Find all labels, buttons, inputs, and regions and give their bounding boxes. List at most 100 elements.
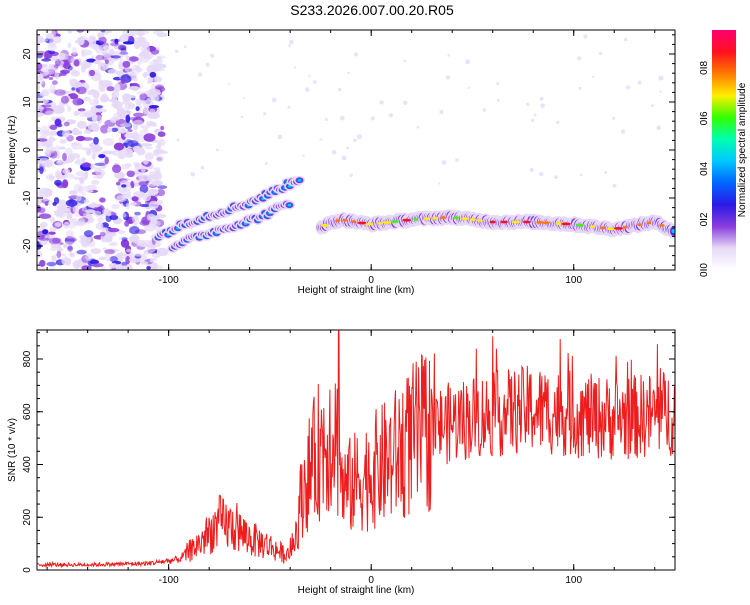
heatmap-cell [432,216,438,220]
snr-panel: -100 0 100 0 200 400 600 800 Height of straight… [7,329,676,596]
colorbar: 0.0 0.2 0.4 0.6 0.8 Normalized spectral ampl… [699,30,748,277]
heatmap-cell [113,112,122,121]
heatmap-cell [154,84,165,90]
heatmap-cell [151,252,161,259]
heatmap-cell [157,131,166,137]
heatmap-cell [52,80,58,85]
heatmap-cell [80,147,91,151]
heatmap-cell [175,49,179,54]
heatmap-cell [58,146,66,150]
heatmap-cell [86,58,96,63]
heatmap-cell [319,138,322,141]
heatmap-cell [102,52,111,57]
heatmap-cell [67,42,72,49]
heatmap-cell [152,79,160,83]
heatmap-cell [227,83,230,86]
heatmap-cell [73,110,80,117]
heatmap-cell [135,98,143,106]
snr-ylabel: SNR (10 * v/v) [7,418,18,482]
heatmap-cell [132,145,141,153]
heatmap-cell [144,152,154,161]
snr-axes: -100 0 100 0 200 400 600 800 [22,330,675,586]
heatmap-cell [183,45,187,48]
heatmap-cell [139,220,150,226]
heatmap-cell [216,148,219,152]
heatmap-cell [138,181,149,187]
heatmap-cell [132,64,140,71]
heatmap-cell [113,142,125,151]
heatmap-cell [620,129,626,134]
heatmap-cell [349,173,353,177]
heatmap-cell [66,212,73,220]
y-tick-label: 20 [22,48,33,60]
heatmap-cell [138,243,151,247]
heatmap-cell [71,87,76,91]
heatmap-cell [539,96,544,101]
heatmap-cell [41,58,51,62]
heatmap-cell [556,120,560,125]
heatmap-cell [41,88,54,94]
heatmap-cell [78,185,83,194]
heatmap-cell [148,220,161,228]
heatmap-cell [120,239,130,248]
heatmap-cell [114,83,121,93]
heatmap-cell [500,220,508,224]
heatmap-cell [522,220,531,224]
heatmap-cell [151,180,163,186]
heatmap-cell [135,106,140,112]
heatmap-cell [445,75,451,80]
heatmap-cell [111,203,120,210]
heatmap-cell [82,212,92,218]
heatmap-cell [37,110,41,118]
heatmap-cell [86,149,91,156]
heatmap-cell [63,243,68,248]
heatmap-cell [125,114,131,123]
heatmap-cell [43,197,49,202]
heatmap-cell [39,98,50,104]
heatmap-cell [49,175,55,180]
heatmap-cell [124,220,130,227]
heatmap-cell [141,240,152,244]
heatmap-cell [87,122,100,131]
heatmap-cell [288,44,292,47]
heatmap-cell [116,107,126,113]
heatmap-cell [120,77,126,84]
heatmap-cell [271,97,277,103]
heatmap-cell [353,52,358,57]
heatmap-cell [154,148,165,155]
heatmap-cell [110,55,122,59]
heatmap-cell [125,56,131,60]
heatmap-cell [54,179,62,186]
heatmap-cell [76,195,82,202]
spectrogram-ylabel: Frequency (Hz) [7,116,18,185]
heatmap-cell [83,96,91,102]
heatmap-cell [63,121,70,127]
y-tick-label: 0 [22,567,33,573]
heatmap-cell [134,211,141,216]
heatmap-cell [511,220,521,224]
heatmap-cell [132,215,140,225]
heatmap-cell [155,169,161,174]
heatmap-cell [332,150,337,155]
heatmap-cell [104,30,112,34]
heatmap-cell [155,145,162,150]
heatmap-cell [67,65,73,71]
heatmap-cell [48,237,61,245]
heatmap-cell [136,91,146,95]
heatmap-cell [44,234,56,239]
heatmap-cell [413,218,418,221]
heatmap-cell [147,76,154,83]
heatmap-cell [365,222,374,226]
heatmap-cell [637,80,642,85]
heatmap-cell [104,249,116,255]
heatmap-cell [599,226,607,230]
heatmap-cell [105,212,112,217]
heatmap-cell [77,36,85,46]
heatmap-cell [81,137,94,141]
heatmap-cell [465,59,471,65]
heatmap-cell [139,146,145,151]
heatmap-cell [536,221,544,224]
heatmap-cell [100,124,109,134]
heatmap-cell [137,53,146,58]
